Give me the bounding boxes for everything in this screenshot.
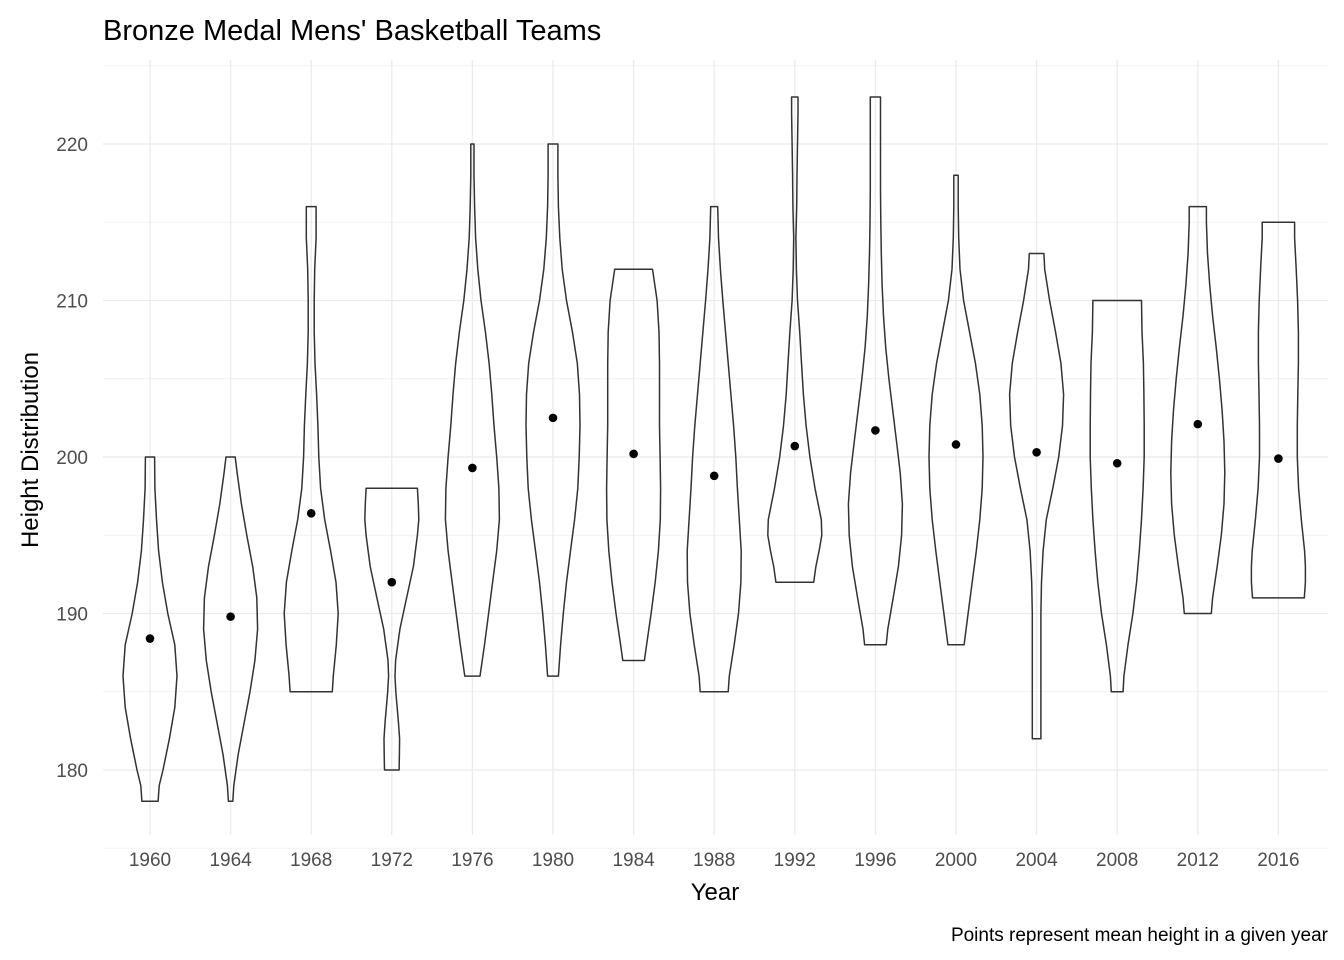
x-tick-label: 2012 bbox=[1177, 850, 1219, 871]
y-axis-ticks: 180 190 200 210 220 bbox=[56, 135, 88, 782]
violin-2008 bbox=[1089, 299, 1145, 693]
x-axis-ticks: 1960 1964 1968 1972 1976 1980 1984 1988 1992 1996… bbox=[129, 850, 1300, 871]
mean-points bbox=[145, 413, 1283, 643]
x-tick-label: 2016 bbox=[1257, 850, 1299, 871]
mean-point-1964 bbox=[226, 612, 235, 621]
y-tick-label: 210 bbox=[56, 292, 88, 313]
x-tick-label: 1996 bbox=[854, 850, 896, 871]
mean-point-1976 bbox=[468, 463, 477, 473]
y-tick-label: 180 bbox=[56, 761, 88, 782]
mean-point-1988 bbox=[709, 471, 719, 481]
mean-point-2000 bbox=[951, 440, 961, 449]
x-tick-label: 1988 bbox=[693, 850, 735, 871]
mean-point-1980 bbox=[548, 413, 558, 423]
x-tick-label: 1972 bbox=[371, 850, 413, 871]
x-tick-label: 2004 bbox=[1015, 850, 1058, 871]
x-tick-label: 1980 bbox=[532, 850, 574, 871]
mean-point-1968 bbox=[306, 509, 316, 518]
violins bbox=[122, 96, 1307, 803]
violin-1968 bbox=[283, 205, 339, 693]
chart-title: Bronze Medal Mens' Basketball Teams bbox=[103, 15, 601, 47]
violin-1976 bbox=[444, 143, 501, 677]
mean-point-2004 bbox=[1032, 448, 1041, 457]
x-axis-title: Year bbox=[691, 879, 740, 906]
violin-1988 bbox=[686, 205, 742, 693]
violin-2012 bbox=[1170, 205, 1226, 615]
y-tick-label: 220 bbox=[56, 135, 88, 156]
mean-point-1960 bbox=[145, 634, 155, 643]
x-tick-label: 1960 bbox=[129, 850, 171, 871]
violin-2016 bbox=[1250, 221, 1307, 599]
mean-point-2012 bbox=[1193, 419, 1203, 429]
x-tick-label: 2000 bbox=[935, 850, 977, 871]
violin-1960 bbox=[122, 456, 178, 803]
y-tick-label: 190 bbox=[56, 605, 88, 626]
mean-point-1996 bbox=[871, 426, 880, 435]
x-tick-label: 1968 bbox=[290, 850, 332, 871]
x-tick-label: 1984 bbox=[612, 850, 655, 871]
mean-point-2008 bbox=[1112, 458, 1122, 468]
mean-point-1992 bbox=[790, 441, 800, 451]
y-axis-title: Height Distribution bbox=[17, 352, 44, 548]
violin-1992 bbox=[767, 96, 823, 583]
violin-1964 bbox=[202, 456, 259, 803]
violin-1984 bbox=[605, 268, 662, 662]
violin-2004 bbox=[1008, 252, 1065, 740]
mean-point-2016 bbox=[1274, 454, 1283, 463]
violin-1980 bbox=[525, 143, 581, 677]
x-tick-label: 1976 bbox=[451, 850, 493, 871]
violin-2000 bbox=[928, 174, 984, 646]
x-tick-label: 1964 bbox=[209, 850, 252, 871]
grid-lines bbox=[103, 60, 1328, 849]
mean-point-1972 bbox=[387, 577, 397, 587]
y-tick-label: 200 bbox=[56, 448, 88, 469]
violin-1996 bbox=[847, 96, 904, 646]
chart-caption: Points represent mean height in a given … bbox=[951, 925, 1329, 946]
x-tick-label: 2008 bbox=[1096, 850, 1138, 871]
violin-1972 bbox=[364, 487, 420, 771]
mean-point-1984 bbox=[629, 449, 638, 459]
x-tick-label: 1992 bbox=[774, 850, 816, 871]
